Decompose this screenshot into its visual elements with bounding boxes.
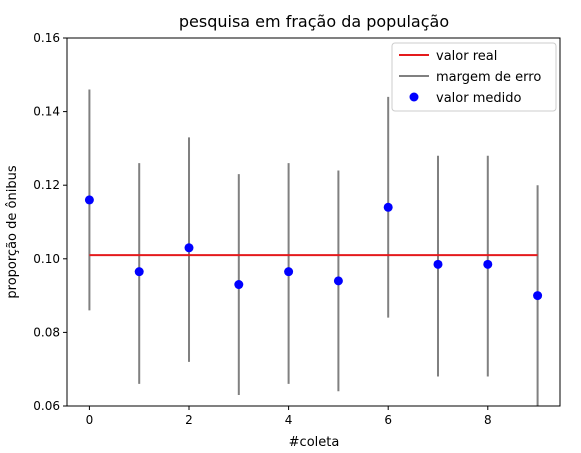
measured-point (284, 267, 294, 277)
x-tick-label: 4 (285, 413, 293, 427)
x-tick-label: 2 (185, 413, 193, 427)
y-tick-label: 0.14 (33, 105, 60, 119)
y-axis-label: proporção de ônibus (5, 165, 20, 298)
plot-area: 0 2 4 6 8 0.06 0.08 0.10 0.12 0.14 0.16 (33, 31, 561, 427)
chart-title: pesquisa em fração da população (179, 12, 449, 31)
y-tick-label: 0.16 (33, 31, 60, 45)
legend: valor real margem de erro valor medido (391, 42, 557, 112)
y-tick-label: 0.06 (33, 399, 60, 413)
measured-point (184, 243, 194, 253)
legend-label: valor real (436, 49, 497, 64)
measured-point (533, 291, 543, 301)
measured-point (433, 259, 443, 269)
y-tick-label: 0.12 (33, 178, 60, 192)
legend-marker (409, 92, 419, 102)
x-axis-label: #coleta (289, 435, 340, 450)
axes-frame (66, 37, 561, 407)
measured-point (383, 202, 393, 212)
x-tick-label: 0 (86, 413, 94, 427)
legend-box (391, 42, 557, 112)
x-tick-label: 6 (384, 413, 392, 427)
measured-point (333, 276, 343, 286)
x-tick-label: 8 (484, 413, 492, 427)
measured-point (234, 280, 244, 290)
legend-label: margem de erro (436, 70, 541, 85)
legend-label: valor medido (436, 91, 521, 106)
measured-point (134, 267, 144, 277)
y-tick-label: 0.10 (33, 252, 60, 266)
measured-point (483, 259, 493, 269)
y-tick-label: 0.08 (33, 325, 60, 339)
measured-point (84, 195, 94, 205)
